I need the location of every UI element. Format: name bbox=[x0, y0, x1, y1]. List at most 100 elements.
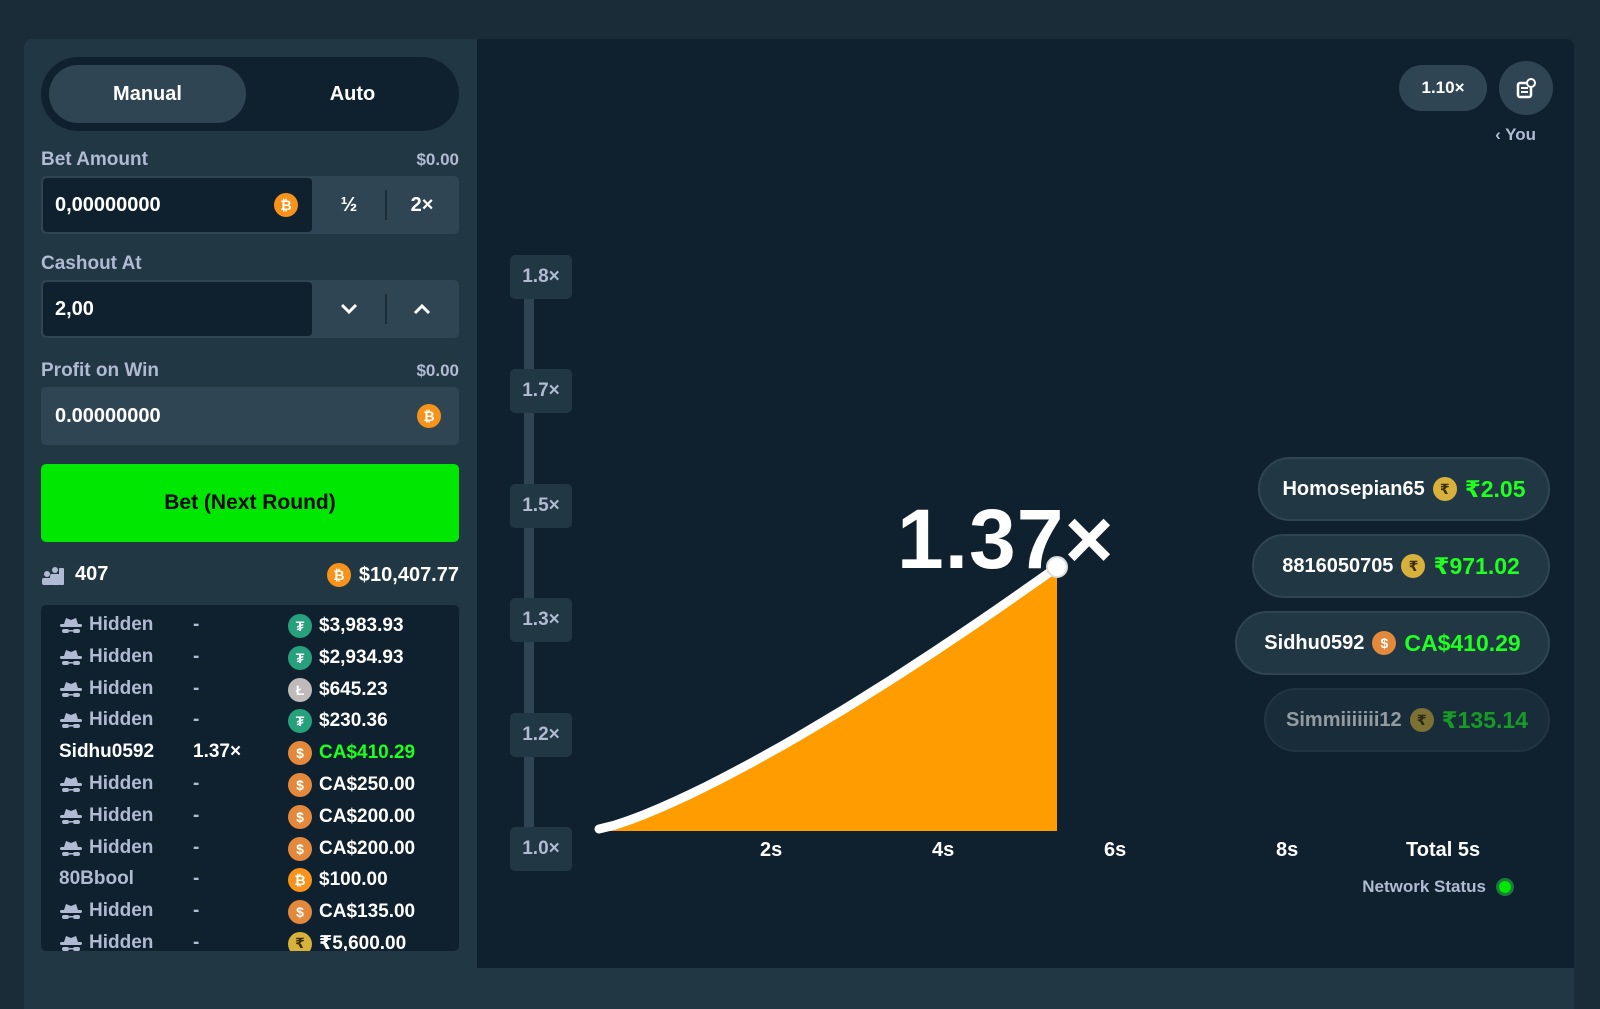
bet-amount: ₮ $230.36 bbox=[288, 709, 388, 734]
bet-row[interactable]: Hidden - ₮ $230.36 bbox=[41, 704, 459, 736]
bet-amount: $ CA$135.00 bbox=[288, 900, 416, 925]
players-value: 407 bbox=[75, 563, 109, 585]
bet-user: Hidden bbox=[59, 900, 153, 922]
bet-multiplier: - bbox=[193, 900, 200, 922]
incognito-icon bbox=[59, 616, 83, 634]
y-axis-tick: 1.5× bbox=[510, 484, 572, 528]
bet-amount-value: $100.00 bbox=[319, 869, 388, 891]
increase-button[interactable] bbox=[387, 280, 457, 338]
profit-value: 0.00000000 bbox=[55, 405, 161, 427]
curve-head bbox=[1046, 556, 1068, 578]
bet-multiplier: 1.37× bbox=[193, 741, 242, 763]
cashout-at-value: 2,00 bbox=[55, 298, 94, 320]
btc-coin-icon: ₿ bbox=[417, 404, 441, 428]
bet-row[interactable]: Hidden - $ CA$250.00 bbox=[41, 768, 459, 800]
cashout-card: Sidhu0592 $ CA$410.29 bbox=[1235, 611, 1550, 675]
bet-amount-value: 0,00000000 bbox=[55, 194, 161, 216]
bet-user-name: Hidden bbox=[89, 836, 154, 858]
current-multiplier: 1.37× bbox=[897, 492, 1115, 586]
cashout-card: 8816050705 ₹ ₹971.02 bbox=[1252, 534, 1550, 598]
bet-amount: ₮ $3,983.93 bbox=[288, 614, 404, 638]
half-button[interactable]: ½ bbox=[340, 193, 358, 216]
x-axis-tick: 6s bbox=[1104, 839, 1127, 861]
cashout-at-input[interactable]: 2,00 bbox=[43, 282, 312, 336]
bet-amount: $ CA$200.00 bbox=[288, 836, 416, 861]
bet-multiplier: - bbox=[193, 614, 200, 635]
cashout-amount: ₹2.05 bbox=[1464, 475, 1526, 502]
you-label: ‹ You bbox=[1495, 125, 1536, 144]
bet-row[interactable]: Hidden - $ CA$200.00 bbox=[41, 800, 459, 832]
bet-user-name: Hidden bbox=[89, 645, 154, 667]
bet-row[interactable]: Hidden - $ CA$200.00 bbox=[41, 832, 459, 864]
bet-button[interactable]: Bet (Next Round) bbox=[41, 464, 459, 542]
usdt-coin-icon: ₮ bbox=[288, 709, 312, 734]
y-axis-tick: 1.2× bbox=[510, 713, 572, 757]
cashout-user: 8816050705 bbox=[1282, 554, 1394, 577]
history-button[interactable] bbox=[1499, 61, 1553, 115]
incognito-icon bbox=[59, 775, 83, 793]
y-axis-tick: 1.7× bbox=[510, 369, 572, 413]
cashout-user: Simmiiiiiii12 bbox=[1286, 708, 1402, 731]
bet-row[interactable]: Sidhu0592 1.37× $ CA$410.29 bbox=[41, 736, 459, 768]
total-bet: ₿ $10,407.77 bbox=[326, 563, 459, 587]
crash-game-area: 1.10× ‹ You 1.8× 1.7× 1.5× 1.3× 1.2× 1.0× 1.3… bbox=[477, 39, 1574, 985]
players-icon bbox=[42, 566, 64, 585]
bets-list[interactable]: Hidden - ₮ $3,983.93 Hidden - ₮ $2,934.93 Hidden… bbox=[41, 605, 459, 951]
bet-amount-input[interactable]: 0,00000000 ₿ bbox=[43, 178, 312, 232]
bet-stats: 407 ₿ $10,407.77 bbox=[41, 559, 459, 589]
cashout-card: Simmiiiiiii12 ₹ ₹135.14 bbox=[1264, 688, 1550, 752]
bet-multiplier: - bbox=[193, 645, 200, 667]
bet-row[interactable]: Hidden - ₮ $2,934.93 bbox=[41, 641, 459, 673]
bet-amount-value: CA$135.00 bbox=[319, 901, 416, 923]
tab-auto[interactable]: Auto bbox=[329, 82, 376, 105]
chevron-down-icon bbox=[340, 303, 358, 315]
x-axis-tick: 2s bbox=[760, 839, 783, 861]
bet-user-name: Hidden bbox=[89, 614, 154, 635]
decrease-button[interactable] bbox=[314, 280, 384, 338]
bet-row[interactable]: Hidden - ₹ ₹5,600.00 bbox=[41, 927, 459, 951]
cashout-at-group: 2,00 bbox=[41, 280, 459, 338]
bet-user: Hidden bbox=[59, 678, 153, 700]
profit-usd: $0.00 bbox=[416, 361, 459, 380]
cad-coin-icon: $ bbox=[288, 772, 312, 797]
total-time-label: Total 5s bbox=[1406, 839, 1481, 861]
tab-manual[interactable]: Manual bbox=[49, 65, 246, 123]
incognito-icon bbox=[59, 902, 83, 920]
bet-amount: $ CA$200.00 bbox=[288, 804, 415, 829]
bet-user: Hidden bbox=[59, 773, 153, 795]
bet-amount-value: CA$200.00 bbox=[319, 837, 416, 859]
inr-coin-icon: ₹ bbox=[1401, 554, 1426, 578]
last-multiplier-badge[interactable]: 1.10× bbox=[1399, 65, 1487, 111]
cad-coin-icon: $ bbox=[288, 741, 312, 766]
bottom-bar bbox=[24, 968, 1574, 1009]
bet-amount-value: CA$410.29 bbox=[319, 742, 416, 764]
bet-multiplier: - bbox=[193, 677, 200, 699]
y-axis-tick: 1.0× bbox=[510, 827, 572, 871]
inr-coin-icon: ₹ bbox=[1432, 477, 1457, 501]
cashout-user: Sidhu0592 bbox=[1264, 631, 1365, 654]
bet-row[interactable]: Hidden - ₮ $3,983.93 bbox=[41, 609, 459, 641]
double-button[interactable]: 2× bbox=[410, 193, 434, 216]
bet-row[interactable]: Hidden - Ł $645.23 bbox=[41, 673, 459, 705]
bet-row[interactable]: Hidden - $ CA$135.00 bbox=[41, 895, 459, 927]
bet-user-name: Hidden bbox=[89, 900, 154, 922]
chevron-up-icon bbox=[413, 303, 431, 315]
bet-multiplier: - bbox=[193, 868, 200, 890]
cad-coin-icon: $ bbox=[288, 900, 312, 925]
bet-user-name: Hidden bbox=[89, 931, 154, 951]
total-value: $10,407.77 bbox=[358, 563, 459, 586]
bet-amount-value: $645.23 bbox=[319, 678, 388, 700]
bet-user: 80Bbool bbox=[59, 868, 134, 890]
inr-coin-icon: ₹ bbox=[1409, 708, 1434, 732]
cad-coin-icon: $ bbox=[1372, 631, 1397, 655]
bet-user: Sidhu0592 bbox=[59, 741, 154, 763]
bet-amount-label: Bet Amount bbox=[41, 149, 148, 170]
bet-amount: ₿ $100.00 bbox=[288, 868, 388, 893]
btc-coin-icon: ₿ bbox=[274, 193, 298, 217]
bet-row[interactable]: 80Bbool - ₿ $100.00 bbox=[41, 863, 459, 895]
bet-multiplier: - bbox=[193, 836, 200, 858]
bet-amount: ₹ ₹5,600.00 bbox=[288, 931, 406, 951]
bet-user: Hidden bbox=[59, 805, 153, 827]
mode-toggle: Manual Auto bbox=[41, 57, 459, 131]
bet-amount: $ CA$250.00 bbox=[288, 772, 415, 797]
